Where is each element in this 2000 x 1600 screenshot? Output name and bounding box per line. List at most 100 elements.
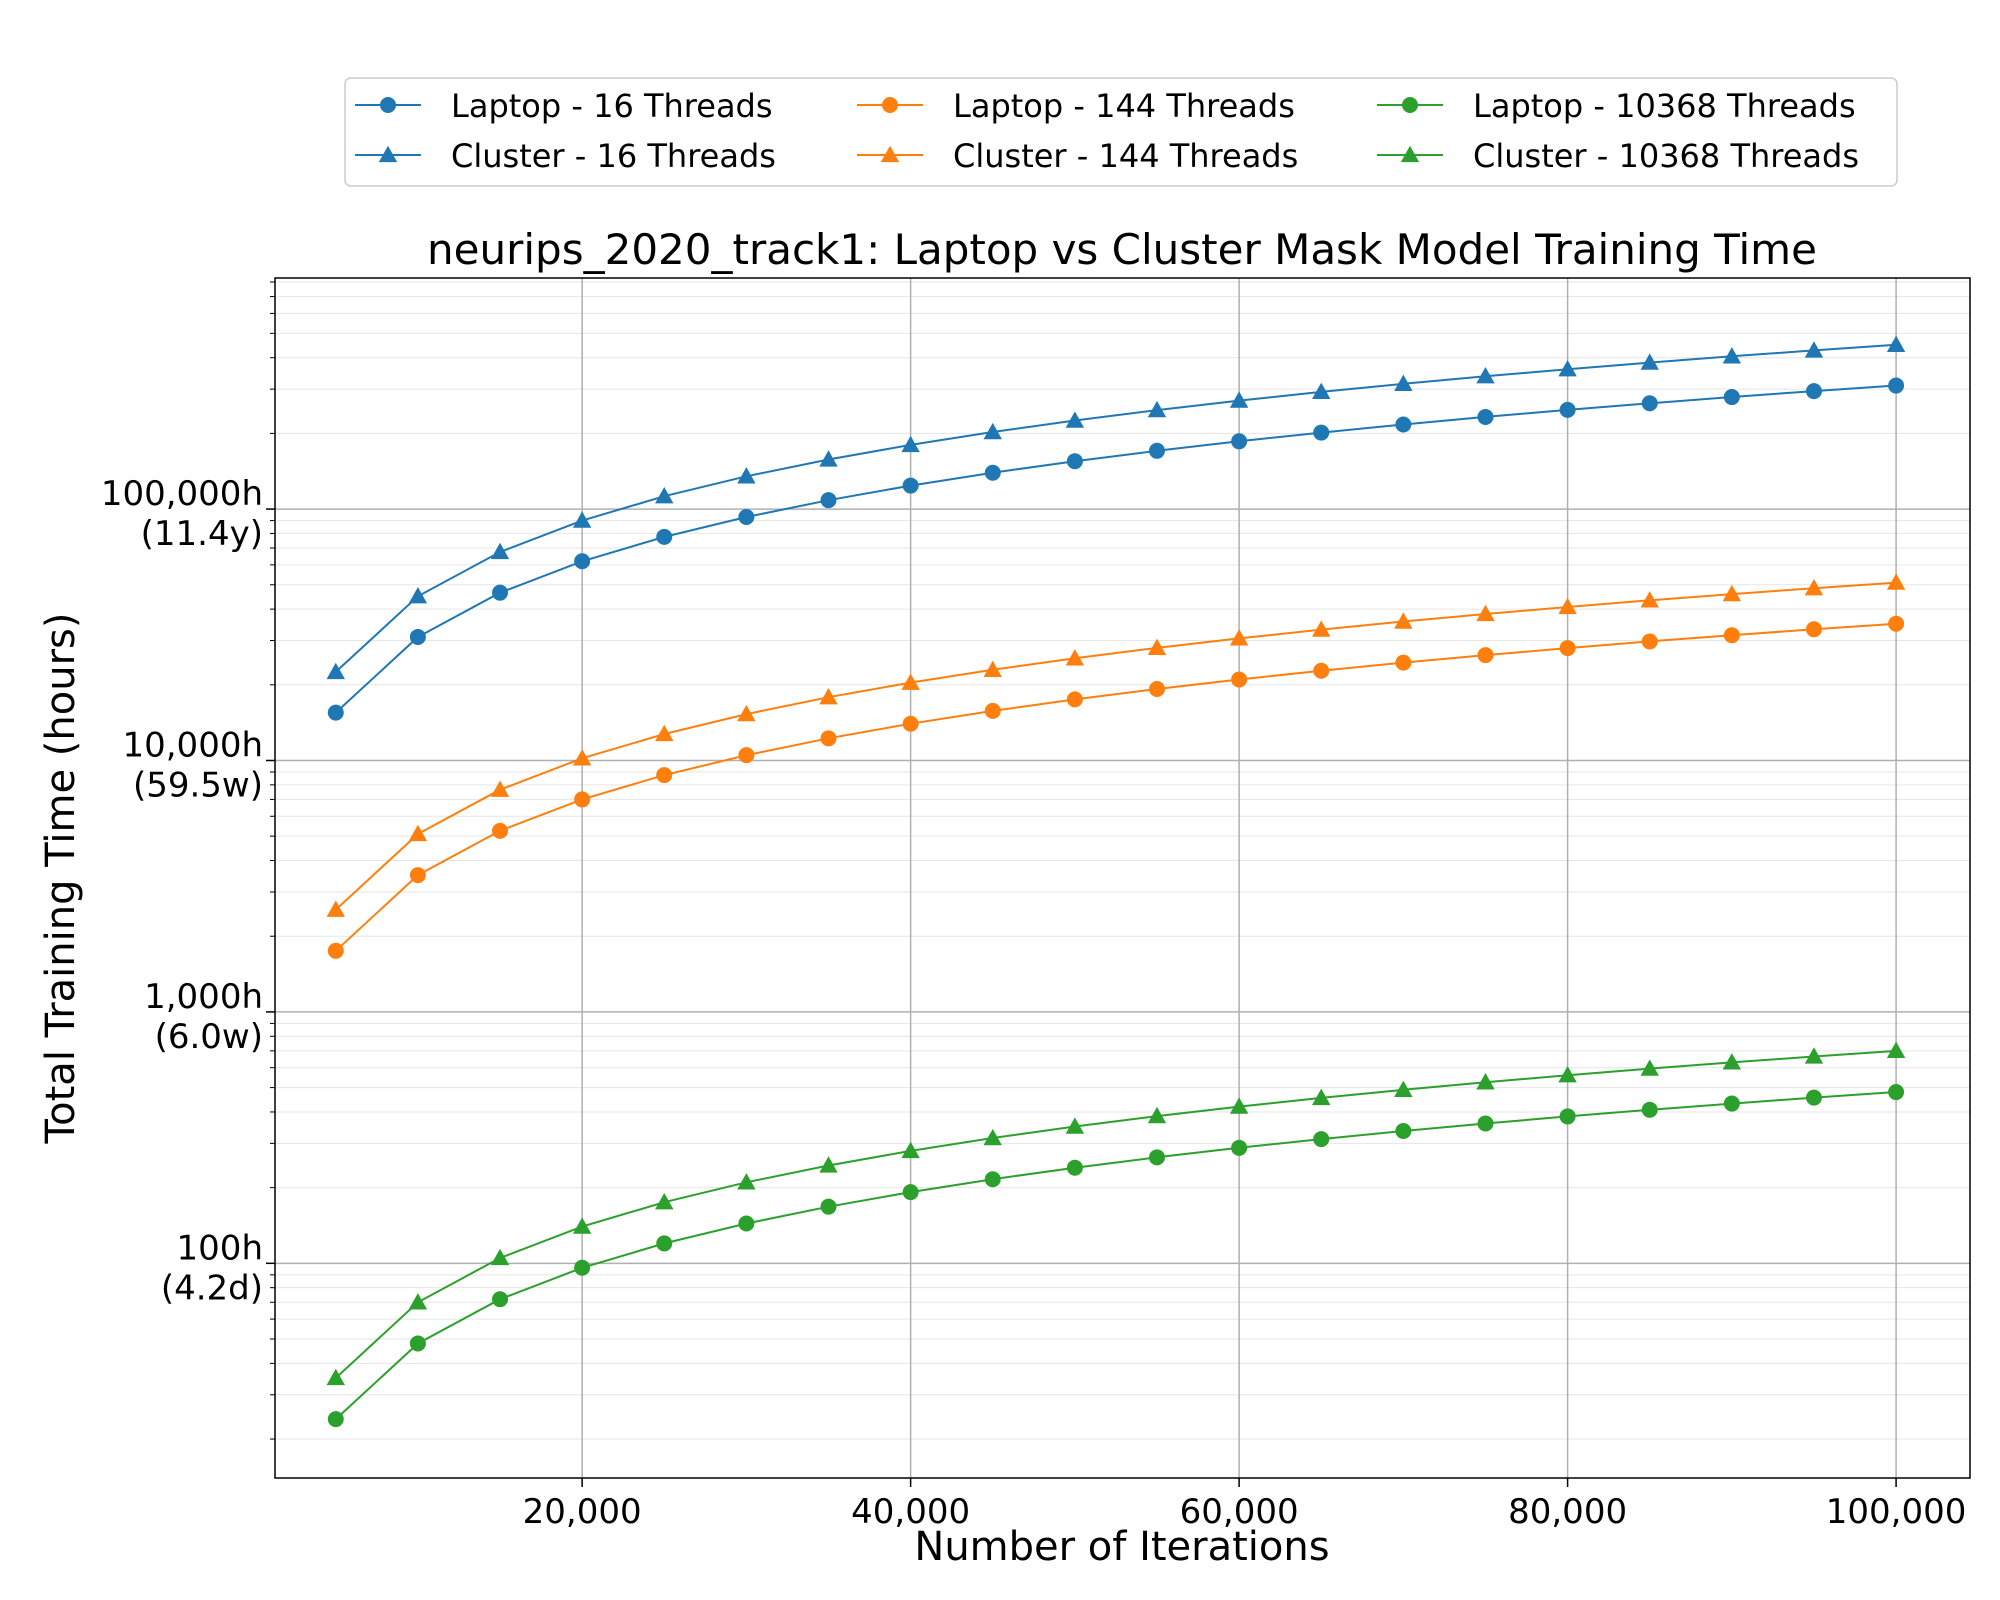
data-point [1394,1080,1413,1097]
data-point [1723,1095,1740,1112]
data-point [1312,382,1331,400]
legend-swatch-marker [1402,97,1418,113]
y-tick-sublabel: (59.5w) [133,765,263,805]
data-point [326,662,345,680]
series-cluster-16-threads [326,335,1906,680]
data-point [327,704,344,721]
data-point [1640,1059,1659,1076]
data-point [492,1291,509,1308]
data-point [1559,1108,1576,1125]
data-point [1065,649,1085,666]
data-point [572,1217,592,1234]
legend-item: Cluster - 16 Threads [355,137,776,175]
legend-item: Cluster - 10368 Threads [1377,137,1859,175]
data-point [1888,1084,1905,1101]
data-point [1395,416,1412,433]
data-point [819,1156,838,1173]
data-point [737,704,756,722]
data-point [1723,627,1740,644]
data-point [820,492,837,509]
data-point [1231,1139,1248,1156]
data-point [1805,383,1822,400]
data-point [1723,389,1740,406]
data-point [656,528,673,545]
data-point [1229,1097,1249,1114]
data-point [901,1141,920,1159]
legend-label: Laptop - 10368 Threads [1473,87,1856,125]
data-point [655,1193,674,1210]
data-point [984,1171,1001,1188]
data-point [820,730,837,747]
data-point [819,450,838,467]
y-tick-label: 1,000h [144,977,263,1017]
x-tick-label: 100,000 [1826,1492,1967,1532]
data-point [1065,1117,1085,1134]
data-point [1313,1131,1330,1148]
data-point [1559,401,1576,418]
x-axis-label: Number of Iterations [914,1524,1329,1570]
chart-title: neurips_2020_track1: Laptop vs Cluster M… [427,225,1817,274]
plot-frame [274,277,1971,1479]
data-point [1805,1089,1822,1106]
legend-item: Cluster - 144 Threads [857,137,1298,175]
data-point [1313,662,1330,679]
data-point [492,584,509,601]
x-tick-label: 40,000 [851,1492,970,1532]
legend-item: Laptop - 10368 Threads [1377,87,1856,125]
series-layer [326,335,1906,1428]
series-line [335,1049,1897,1379]
data-point [574,791,591,808]
y-tick-sublabel: (11.4y) [141,514,263,554]
data-point [572,749,592,766]
data-point [984,464,1001,481]
data-point [901,435,920,453]
data-point [409,1335,426,1352]
legend: Laptop - 16 Threads Cluster - 16 Threads L… [344,77,1898,187]
data-point [1476,1073,1495,1090]
data-point [738,1215,755,1232]
x-tick-label: 80,000 [1508,1492,1627,1532]
series-cluster-10368-threads [326,1041,1906,1386]
data-point [327,942,344,959]
data-point [490,542,510,560]
series-line [335,581,1897,911]
data-point [1640,353,1659,370]
data-point [1558,1066,1577,1083]
data-point [655,487,674,504]
data-point [738,508,755,525]
data-point [1558,360,1577,377]
data-point [1641,1101,1658,1118]
series-cluster-144-threads [326,573,1906,917]
data-point [1804,341,1824,358]
y-axis: 100h(4.2d) 1,000h(6.0w) 10,000h(59.5w) 100,… [101,281,275,1440]
data-point [1066,691,1083,708]
data-point [1394,612,1413,629]
legend-swatch-marker [1400,145,1420,163]
data-point [1886,1041,1906,1059]
data-point [408,587,428,604]
series-laptop-10368-threads [327,1084,1905,1428]
data-point [656,767,673,784]
data-point [983,1128,1002,1146]
data-point [1886,573,1906,590]
data-point [1641,395,1658,412]
data-point [409,867,426,884]
legend-item: Laptop - 16 Threads [355,87,773,125]
data-point [1395,654,1412,671]
data-point [1476,604,1495,622]
data-point [656,1235,673,1252]
y-axis-label: Total Training Time (hours) [38,613,84,1145]
legend-label: Cluster - 10368 Threads [1473,137,1859,175]
data-point [408,824,428,842]
data-point [1722,584,1742,602]
data-point [737,467,756,484]
data-point [1477,647,1494,664]
y-tick-label: 100,000h [101,474,263,514]
data-point [983,422,1002,440]
data-point [902,477,919,494]
y-tick-sublabel: (6.0w) [155,1017,263,1057]
data-point [1558,597,1577,615]
data-point [1395,1122,1412,1139]
data-point [1148,680,1165,697]
data-point [1313,424,1330,441]
